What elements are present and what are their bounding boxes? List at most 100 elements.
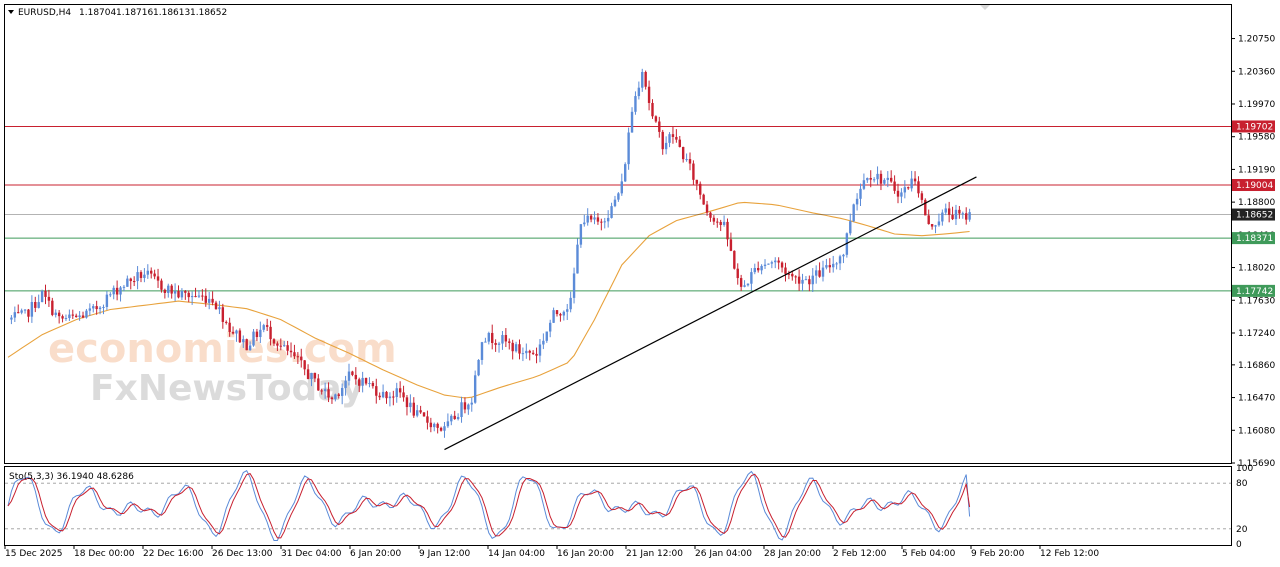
ohlc-high: 1.18716: [116, 8, 153, 18]
candle: [156, 268, 160, 288]
candle: [443, 421, 446, 438]
candle: [525, 343, 528, 359]
candle: [487, 331, 491, 345]
price-tick-label: 1.20360: [1238, 67, 1275, 77]
candle: [542, 333, 545, 350]
candle: [688, 152, 692, 171]
candle: [937, 213, 941, 227]
candle: [102, 304, 105, 315]
candle: [470, 397, 473, 412]
candle: [791, 270, 794, 281]
candle: [460, 396, 463, 423]
candle: [10, 315, 13, 325]
candle: [913, 171, 917, 186]
candle: [436, 422, 439, 434]
candle: [235, 329, 238, 342]
candle: [750, 268, 753, 291]
candle: [119, 285, 122, 302]
candle: [797, 269, 801, 291]
candle: [736, 263, 739, 285]
candle: [61, 314, 64, 323]
shift-marker-icon[interactable]: [980, 5, 990, 10]
candle: [371, 381, 375, 389]
current-price-tag: [1232, 208, 1275, 221]
candle: [361, 371, 364, 393]
price-tick-label: 1.19190: [1238, 165, 1275, 175]
candle: [375, 378, 378, 404]
candle: [944, 203, 947, 216]
time-tick-label: 12 Feb 12:00: [1040, 549, 1099, 559]
candle: [201, 289, 204, 301]
candle: [900, 188, 903, 204]
candle: [617, 192, 620, 202]
candle: [917, 176, 920, 198]
candle: [907, 186, 910, 190]
candle: [194, 287, 197, 298]
candle: [709, 211, 712, 222]
candle: [207, 291, 211, 310]
candle: [555, 310, 559, 317]
candle: [480, 341, 484, 365]
stochastic-layer: 100 80 20 0: [5, 464, 1253, 550]
candle: [132, 276, 136, 287]
candle: [344, 375, 347, 396]
candle: [886, 171, 889, 188]
candle: [57, 310, 61, 324]
candle: [814, 265, 818, 284]
stochastic-tick-label: 0: [1236, 540, 1242, 550]
candle: [395, 382, 398, 403]
candle: [409, 394, 412, 413]
candle: [780, 261, 784, 273]
candle: [378, 392, 381, 401]
candle: [593, 211, 596, 225]
candle: [337, 392, 340, 399]
candle: [722, 215, 726, 227]
candle: [760, 264, 763, 275]
candle: [51, 297, 54, 317]
time-tick-label: 21 Jan 12:00: [626, 549, 683, 559]
watermark: economies.com FxNewsToday: [48, 326, 397, 409]
candle: [392, 390, 395, 406]
watermark-fxnewstoday: FxNewsToday: [90, 368, 364, 409]
candle: [153, 269, 156, 280]
candle: [586, 208, 589, 226]
candle: [538, 339, 542, 363]
candle: [40, 289, 44, 303]
candle: [610, 202, 613, 219]
price-tick-label: 1.18800: [1238, 198, 1275, 208]
candle: [269, 320, 272, 346]
candle: [896, 183, 900, 204]
candle: [845, 232, 849, 258]
candle: [705, 200, 709, 216]
candle: [733, 250, 736, 270]
candle: [589, 214, 593, 223]
stochastic-main-line: [7, 470, 971, 541]
candle: [187, 290, 190, 303]
candle: [504, 328, 508, 348]
candle: [661, 129, 664, 155]
candle: [968, 208, 971, 222]
candle: [303, 359, 306, 376]
candle: [272, 338, 276, 347]
candle: [317, 374, 320, 391]
time-tick-label: 18 Dec 00:00: [74, 549, 135, 559]
support-1-tag-label: 1.18371: [1236, 234, 1273, 244]
candle: [245, 338, 248, 351]
candle: [934, 224, 937, 234]
collapse-triangle-icon[interactable]: [8, 10, 14, 14]
candle: [88, 303, 92, 316]
candle: [429, 417, 433, 433]
time-tick-label: 26 Dec 13:00: [212, 549, 273, 559]
candle: [385, 390, 388, 404]
support-2-tag-label: 1.17742: [1236, 287, 1273, 297]
candle: [866, 177, 869, 183]
candle: [47, 289, 51, 307]
candle: [279, 338, 282, 351]
candle: [484, 337, 487, 343]
stochastic-tick-label: 20: [1236, 525, 1248, 535]
support-trendline[interactable]: [444, 176, 977, 451]
candle: [770, 260, 774, 269]
candle: [746, 283, 750, 287]
candle: [743, 280, 746, 288]
candle: [105, 290, 109, 311]
